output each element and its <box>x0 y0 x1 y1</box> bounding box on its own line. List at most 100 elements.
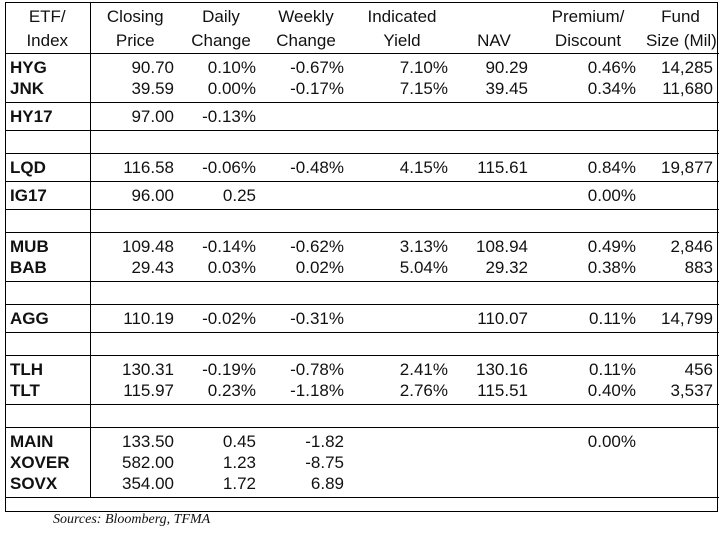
spacer-cell <box>642 332 719 356</box>
value-cell <box>454 473 534 498</box>
value-cell <box>350 102 454 131</box>
value-cell: 115.51 <box>454 380 534 405</box>
value-cell: 39.45 <box>454 78 534 103</box>
value-cell: 116.58 <box>89 153 180 182</box>
value-cell: 0.00% <box>180 78 262 103</box>
spacer-cell <box>180 404 262 428</box>
table-row: JNK 39.59 0.00% -0.17% 7.15% 39.45 0.34% 11,680 <box>5 78 719 103</box>
value-cell: -0.62% <box>290 237 344 256</box>
spacer-cell <box>262 332 350 356</box>
value-cell: 0.03% <box>180 257 262 282</box>
spacer-cell <box>89 332 180 356</box>
spacer-cell <box>350 332 454 356</box>
spacer-row <box>5 209 719 233</box>
header-etf-index: ETF/Index <box>5 2 90 54</box>
header-row: ETF/Index Closing Price Daily Change Weekl… <box>5 2 719 54</box>
table-row: MAIN 133.50 0.45 -1.82 0.00% <box>5 427 719 453</box>
value-cell: 2.76% <box>350 380 454 405</box>
value-cell: 115.97 <box>89 380 180 405</box>
ticker-cell: MAIN <box>10 432 54 451</box>
spacer-cell <box>642 404 719 428</box>
spacer-cell <box>534 130 642 154</box>
table-row: XOVER 582.00 1.23 -8.75 <box>5 452 719 473</box>
value-cell: 582.00 <box>89 452 180 473</box>
spacer-cell <box>534 332 642 356</box>
value-cell <box>642 473 719 498</box>
value-cell: -0.02% <box>180 304 262 333</box>
spacer-cell <box>180 281 262 305</box>
spacer-cell <box>89 281 180 305</box>
value-cell: 14,799 <box>642 304 719 333</box>
value-cell: 29.32 <box>454 257 534 282</box>
spacer-row <box>5 332 719 356</box>
ticker-cell: SOVX <box>5 473 90 498</box>
value-cell: 1.23 <box>222 453 256 472</box>
value-cell <box>350 428 454 453</box>
value-cell: 1.72 <box>180 473 262 498</box>
table-row: TLH 130.31 -0.19% -0.78% 2.41% 130.16 0.11% 456 <box>5 355 719 380</box>
header-closing-price: Closing Price <box>89 2 180 54</box>
value-cell: 11,680 <box>642 78 719 103</box>
value-cell: -0.14% <box>202 237 256 256</box>
value-cell: 90.70 <box>89 53 180 78</box>
spacer-cell <box>454 281 534 305</box>
value-cell: 883 <box>642 257 719 282</box>
value-cell: 0.25 <box>180 181 262 210</box>
value-cell: 39.59 <box>89 78 180 103</box>
spacer-cell <box>454 209 534 233</box>
ticker-cell: TLH <box>10 360 44 379</box>
value-cell: -1.82 <box>305 432 344 451</box>
spacer-cell <box>454 130 534 154</box>
spacer-cell <box>534 281 642 305</box>
spacer-cell <box>5 404 90 428</box>
value-cell: -0.13% <box>180 102 262 131</box>
table-row: LQD 116.58 -0.06% -0.48% 4.15% 115.61 0.84% 19,… <box>5 153 719 182</box>
header-daily-change: Daily Change <box>180 2 262 54</box>
spacer-cell <box>180 209 262 233</box>
value-cell: 0.40% <box>534 380 642 405</box>
value-cell: 110.07 <box>454 304 534 333</box>
value-cell <box>642 428 719 453</box>
value-cell <box>350 181 454 210</box>
value-cell: 97.00 <box>89 102 180 131</box>
value-cell: 130.31 <box>89 355 180 380</box>
ticker-cell: TLT <box>5 380 90 405</box>
value-cell: -8.75 <box>305 453 344 472</box>
value-cell: 110.19 <box>89 304 180 333</box>
value-cell <box>262 102 350 131</box>
value-cell: 0.00% <box>587 432 636 451</box>
value-cell: 130.16 <box>476 360 528 379</box>
value-cell: 7.10% <box>399 58 448 77</box>
ticker-cell: IG17 <box>5 181 90 210</box>
value-cell: -1.18% <box>262 380 350 405</box>
value-cell <box>534 473 642 498</box>
value-cell: 7.15% <box>350 78 454 103</box>
spacer-cell <box>534 209 642 233</box>
value-cell: 0.11% <box>534 304 642 333</box>
value-cell: 6.89 <box>262 473 350 498</box>
spacer-cell <box>262 209 350 233</box>
header-premium-discount: Premium/Discount <box>534 2 642 54</box>
value-cell <box>350 452 454 473</box>
value-cell <box>454 452 534 473</box>
spacer-row <box>5 281 719 305</box>
ticker-cell: JNK <box>5 78 90 103</box>
value-cell: 108.94 <box>476 237 528 256</box>
value-cell: -0.31% <box>262 304 350 333</box>
spacer-cell <box>5 281 90 305</box>
value-cell: 0.45 <box>222 432 256 451</box>
table-row: AGG 110.19 -0.02% -0.31% 110.07 0.11% 14,799 <box>5 304 719 333</box>
value-cell <box>454 181 534 210</box>
ticker-cell: HYG <box>10 58 47 77</box>
value-cell <box>642 102 719 131</box>
header-weekly-change: Weekly Change <box>262 2 350 54</box>
etf-table: ETF/Index Closing Price Daily Change Weekl… <box>5 2 719 498</box>
ticker-cell: AGG <box>5 304 90 333</box>
value-cell: -0.17% <box>262 78 350 103</box>
header-nav: NAV <box>454 2 534 54</box>
spacer-row <box>5 404 719 428</box>
spacer-cell <box>89 130 180 154</box>
value-cell: 4.15% <box>350 153 454 182</box>
value-cell: -0.67% <box>290 58 344 77</box>
